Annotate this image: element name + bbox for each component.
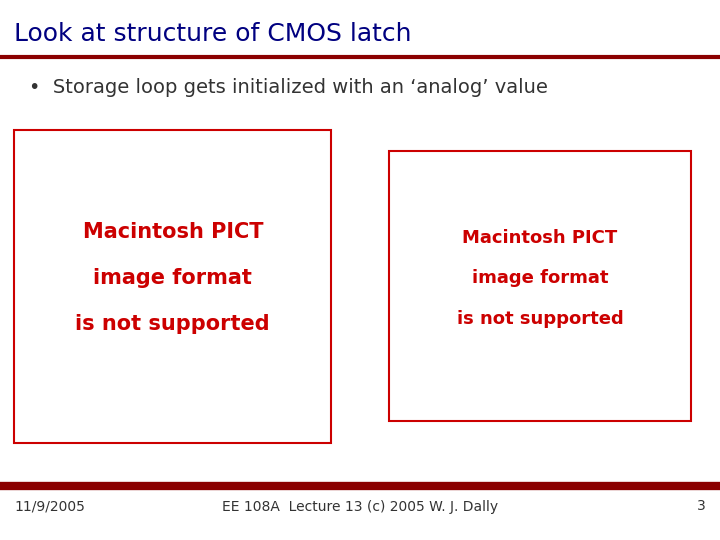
Text: image format: image format [94, 268, 252, 288]
Text: is not supported: is not supported [456, 309, 624, 328]
Text: Look at structure of CMOS latch: Look at structure of CMOS latch [14, 22, 412, 45]
Text: 11/9/2005: 11/9/2005 [14, 500, 85, 514]
Text: Macintosh PICT: Macintosh PICT [462, 228, 618, 247]
Text: •  Storage loop gets initialized with an ‘analog’ value: • Storage loop gets initialized with an … [29, 78, 548, 97]
FancyBboxPatch shape [389, 151, 691, 421]
Text: EE 108A  Lecture 13 (c) 2005 W. J. Dally: EE 108A Lecture 13 (c) 2005 W. J. Dally [222, 500, 498, 514]
Text: 3: 3 [697, 500, 706, 514]
Text: is not supported: is not supported [76, 314, 270, 334]
Text: image format: image format [472, 269, 608, 287]
FancyBboxPatch shape [14, 130, 331, 443]
Text: Macintosh PICT: Macintosh PICT [83, 222, 263, 242]
